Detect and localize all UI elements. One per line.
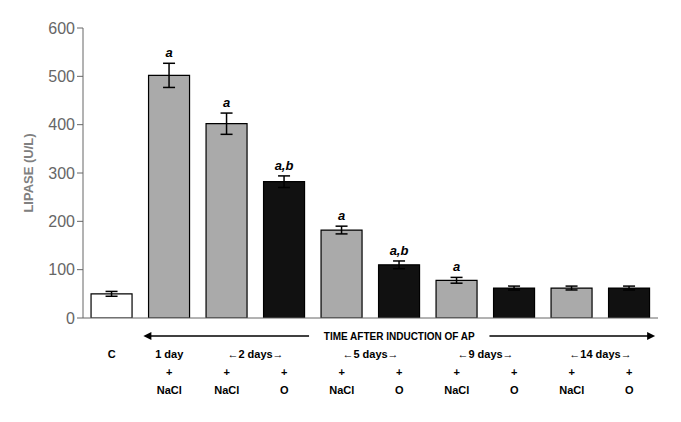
svg-text:600: 600: [48, 20, 75, 37]
svg-text:LIPASE (U/L): LIPASE (U/L): [21, 133, 36, 212]
svg-text:a,b: a,b: [275, 158, 294, 173]
svg-text:+: +: [569, 366, 575, 378]
svg-text:O: O: [395, 384, 404, 396]
svg-text:NaCl: NaCl: [444, 384, 469, 396]
svg-text:TIME AFTER INDUCTION OF AP: TIME AFTER INDUCTION OF AP: [324, 331, 475, 342]
svg-text:+: +: [281, 366, 287, 378]
svg-text:a: a: [223, 95, 230, 110]
svg-text:+: +: [339, 366, 345, 378]
svg-text:+: +: [166, 366, 172, 378]
svg-text:1 day: 1 day: [155, 348, 184, 360]
svg-text:←9 days→: ←9 days→: [457, 348, 513, 360]
svg-text:+: +: [224, 366, 230, 378]
svg-text:500: 500: [48, 68, 75, 85]
svg-text:O: O: [280, 384, 289, 396]
svg-text:400: 400: [48, 116, 75, 133]
svg-text:a,b: a,b: [390, 243, 409, 258]
svg-text:NaCl: NaCl: [157, 384, 182, 396]
svg-text:100: 100: [48, 261, 75, 278]
svg-text:+: +: [511, 366, 517, 378]
svg-text:O: O: [510, 384, 519, 396]
svg-text:300: 300: [48, 165, 75, 182]
svg-text:NaCl: NaCl: [214, 384, 239, 396]
svg-text:←2 days→: ←2 days→: [227, 348, 283, 360]
svg-text:←14 days→: ←14 days→: [569, 348, 631, 360]
svg-text:+: +: [454, 366, 460, 378]
svg-text:O: O: [625, 384, 634, 396]
svg-text:C: C: [108, 348, 116, 360]
svg-text:0: 0: [66, 310, 75, 327]
svg-text:a: a: [453, 259, 460, 274]
svg-text:←5 days→: ←5 days→: [342, 348, 398, 360]
svg-text:200: 200: [48, 213, 75, 230]
svg-text:NaCl: NaCl: [559, 384, 584, 396]
svg-text:a: a: [338, 208, 345, 223]
svg-text:NaCl: NaCl: [329, 384, 354, 396]
svg-text:a: a: [165, 45, 172, 60]
svg-text:+: +: [396, 366, 402, 378]
svg-text:+: +: [626, 366, 632, 378]
